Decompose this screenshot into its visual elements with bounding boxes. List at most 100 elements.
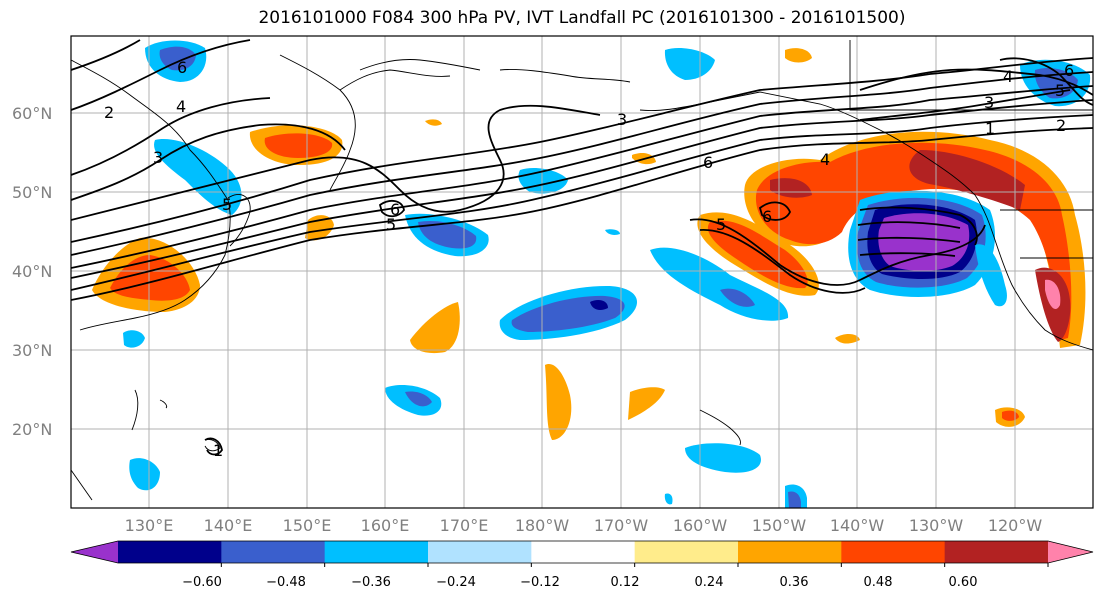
pv-contour <box>71 127 1093 301</box>
lat-label: 20°N <box>12 420 52 439</box>
pv-contour <box>859 252 956 257</box>
colorbar-swatch <box>944 541 1049 563</box>
lat-label: 50°N <box>12 183 52 202</box>
positive-anomaly-peak <box>1045 279 1061 310</box>
colorbar <box>70 540 1094 567</box>
negative-anomaly-cell <box>685 443 761 473</box>
lon-label: 150°W <box>752 516 807 535</box>
pv-contour <box>71 85 1093 269</box>
colorbar-swatch <box>738 541 842 563</box>
pv-contour <box>758 201 791 221</box>
pv-contour <box>859 68 1093 96</box>
lon-label: 130°E <box>125 516 174 535</box>
negative-anomaly-cell <box>650 247 789 321</box>
lon-label: 150°E <box>283 516 332 535</box>
colorbar-tick-label: −0.24 <box>436 575 476 590</box>
lon-label: 140°W <box>830 516 885 535</box>
colorbar-swatch <box>428 541 532 563</box>
colorbar-tick-label: 0.12 <box>611 575 640 590</box>
pv-contour-layer <box>71 39 1093 456</box>
pv-contour <box>71 114 1093 291</box>
contour-label-layer: 2 4 3 5 6 5 3 6 6 4 5 6 4 3 1 2 6 1 5 <box>104 58 1074 460</box>
colorbar-swatch <box>118 541 222 563</box>
negative-anomaly-peak <box>878 213 970 271</box>
colorbar-outline <box>70 540 1094 564</box>
pv-contour <box>71 99 1093 279</box>
pv-contour <box>71 71 1093 256</box>
colorbar-tick-label: −0.12 <box>520 575 560 590</box>
lon-label: 170°E <box>440 516 489 535</box>
colorbar-arrow-min <box>71 541 118 563</box>
positive-anomaly-patch <box>785 48 812 63</box>
lon-label: 140°E <box>204 516 253 535</box>
colorbar-swatch <box>634 541 739 563</box>
negative-anomaly-cell <box>975 244 1007 307</box>
colorbar-tick-label: −0.48 <box>266 575 306 590</box>
positive-anomaly-patch <box>835 334 860 344</box>
lon-label: 170°W <box>594 516 649 535</box>
pv-contour <box>71 39 251 111</box>
pv-contour <box>859 89 1071 121</box>
contour-label: 4 <box>820 150 830 169</box>
contour-label: 6 <box>390 200 400 219</box>
contour-label: 6 <box>762 207 772 226</box>
map-title: 2016101000 F084 300 hPa PV, IVT Landfall… <box>258 8 906 28</box>
negative-anomaly-cell <box>664 493 673 505</box>
pv-contour <box>71 123 346 201</box>
colorbar-tick-label: −0.36 <box>351 575 391 590</box>
lon-label: 120°W <box>988 516 1043 535</box>
contour-label: 2 <box>104 103 114 122</box>
contour-label: 6 <box>1064 61 1074 80</box>
pv-contour <box>71 39 141 71</box>
lon-label: 130°W <box>909 516 964 535</box>
pv-contour <box>71 57 1093 243</box>
colorbar-tick-label: 0.60 <box>949 575 978 590</box>
latitude-labels: 60°N 50°N 40°N 30°N 20°N <box>12 104 52 439</box>
contour-label: 3 <box>153 148 163 167</box>
pv-contour <box>859 206 978 246</box>
contour-label: 6 <box>703 153 713 172</box>
contour-label: 1 <box>985 119 995 138</box>
colorbar-arrow-max <box>1048 541 1093 563</box>
negative-anomaly-cell <box>405 391 432 407</box>
positive-anomaly-patch <box>628 387 665 420</box>
contour-label: 2 <box>1056 116 1066 135</box>
colorbar-tick-label: 0.36 <box>780 575 809 590</box>
colorbar-tick-label: 0.24 <box>695 575 724 590</box>
contour-label: 3 <box>617 110 627 129</box>
colorbar-swatch <box>221 541 326 563</box>
negative-anomaly-cell <box>720 288 755 307</box>
positive-anomaly-patch <box>425 119 442 126</box>
contour-label: 5 <box>222 195 232 214</box>
contour-label: 5 <box>1055 81 1065 100</box>
negative-anomaly-cell <box>123 330 145 348</box>
contour-label: 4 <box>1003 67 1013 86</box>
lat-label: 30°N <box>12 341 52 360</box>
lon-label: 180°W <box>515 516 570 535</box>
pv-contour <box>857 236 961 243</box>
colorbar-tick-label: 0.48 <box>864 575 893 590</box>
longitude-labels: 130°E 140°E 150°E 160°E 170°E 180°W 170°… <box>125 516 1043 535</box>
contour-label: 3 <box>984 93 994 112</box>
colorbar-swatch <box>841 541 946 563</box>
map-frame <box>70 35 1094 509</box>
pv-contour <box>999 57 1093 106</box>
contour-label: 5 <box>716 215 726 234</box>
contour-label: 4 <box>176 97 186 116</box>
pv-contour <box>699 229 866 294</box>
negative-anomaly-cell <box>154 139 242 215</box>
lat-label: 60°N <box>12 104 52 123</box>
pv-contour <box>689 218 986 286</box>
lon-label: 160°E <box>361 516 410 535</box>
pv-contour <box>204 437 223 456</box>
negative-anomaly-cell <box>159 46 196 71</box>
positive-anomaly-band <box>264 133 333 158</box>
pv-contour <box>71 104 601 221</box>
colorbar-tick-label: −0.60 <box>182 575 222 590</box>
negative-anomaly-cell <box>788 491 801 508</box>
coastlines <box>71 40 1093 501</box>
negative-anomaly-cell <box>418 220 477 249</box>
negative-anomaly-cell <box>129 458 160 491</box>
negative-anomaly-cell <box>605 229 620 235</box>
